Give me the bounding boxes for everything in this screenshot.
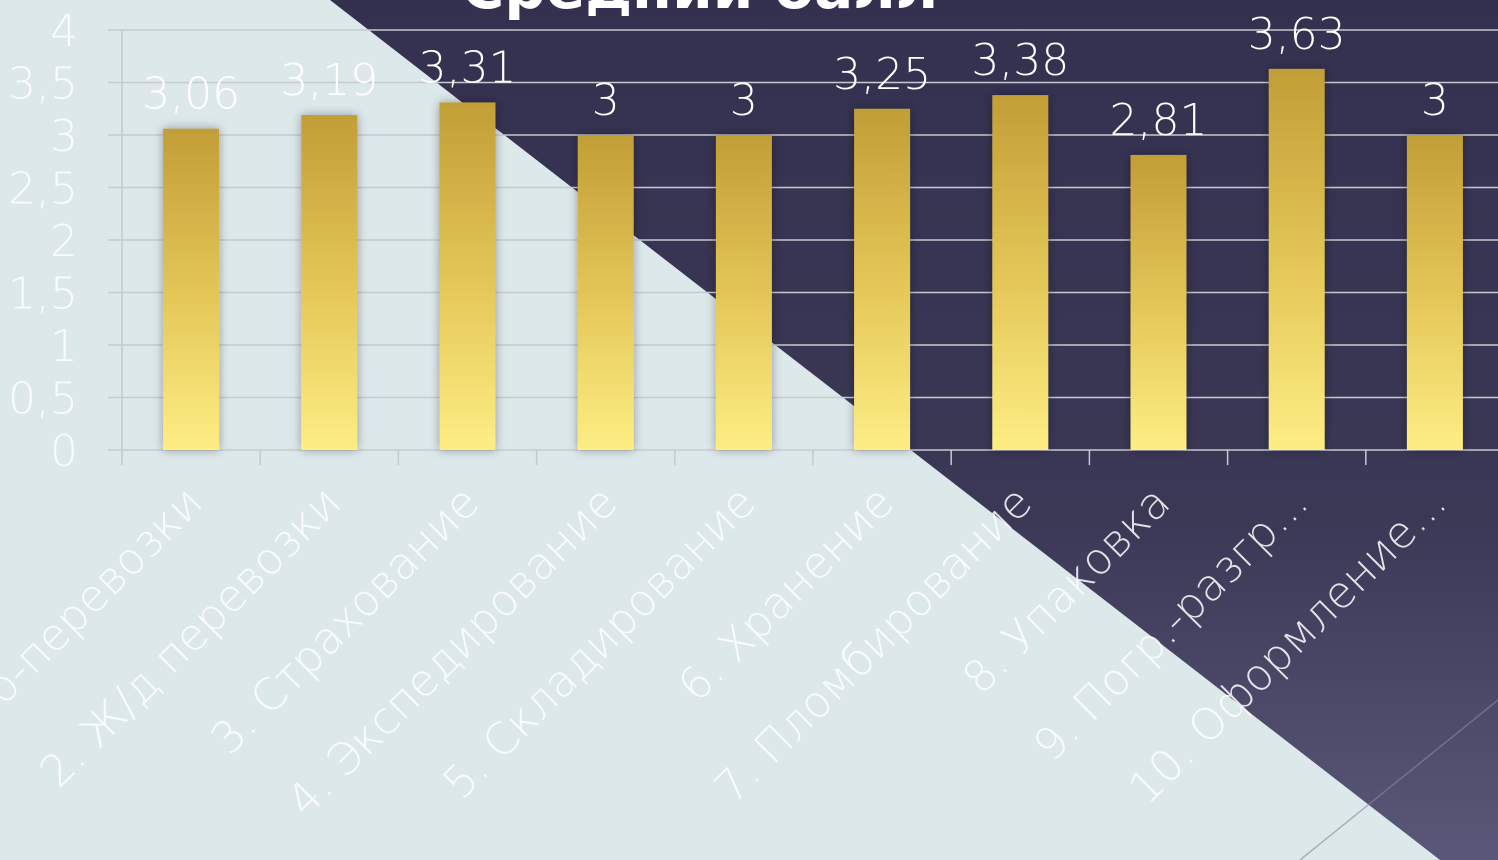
data-label: 3 bbox=[730, 75, 758, 126]
bar bbox=[163, 128, 220, 450]
data-label: 3,25 bbox=[833, 49, 931, 100]
data-label: 3 bbox=[592, 75, 620, 126]
data-label: 3,19 bbox=[280, 55, 378, 106]
bars bbox=[163, 68, 1463, 451]
bar bbox=[854, 108, 911, 450]
y-tick-label: 1,5 bbox=[8, 269, 78, 320]
bar bbox=[992, 95, 1049, 450]
y-tick-label: 2,5 bbox=[8, 164, 78, 215]
y-tick-label: 3,5 bbox=[8, 59, 78, 110]
decorative-line bbox=[1299, 699, 1498, 860]
y-tick-label: 1 bbox=[50, 321, 78, 372]
data-label: 3,38 bbox=[971, 35, 1069, 86]
y-axis-tick-labels: 00,511,522,533,54 bbox=[8, 6, 78, 477]
bar bbox=[577, 135, 634, 450]
data-label: 3,31 bbox=[419, 42, 517, 93]
bar bbox=[1406, 135, 1463, 450]
bar bbox=[301, 115, 358, 451]
bar bbox=[715, 135, 772, 450]
y-tick-label: 4 bbox=[50, 6, 78, 57]
y-tick-label: 0,5 bbox=[8, 374, 78, 425]
y-tick-label: 0 bbox=[50, 426, 78, 477]
bar bbox=[1268, 68, 1325, 450]
bar bbox=[1130, 154, 1187, 450]
y-tick-label: 3 bbox=[50, 111, 78, 162]
data-label: 3,06 bbox=[142, 69, 240, 120]
data-label: 3,63 bbox=[1248, 9, 1346, 60]
y-tick-label: 2 bbox=[50, 216, 78, 267]
bar bbox=[439, 102, 496, 450]
data-label: 2,81 bbox=[1110, 95, 1208, 146]
chart-title: Средний балл bbox=[462, 0, 938, 22]
data-labels: 3,06 3,19 3,31 3 3 3,25 3,38 2,81 3,63 3 bbox=[142, 9, 1449, 146]
data-label: 3 bbox=[1421, 75, 1449, 126]
